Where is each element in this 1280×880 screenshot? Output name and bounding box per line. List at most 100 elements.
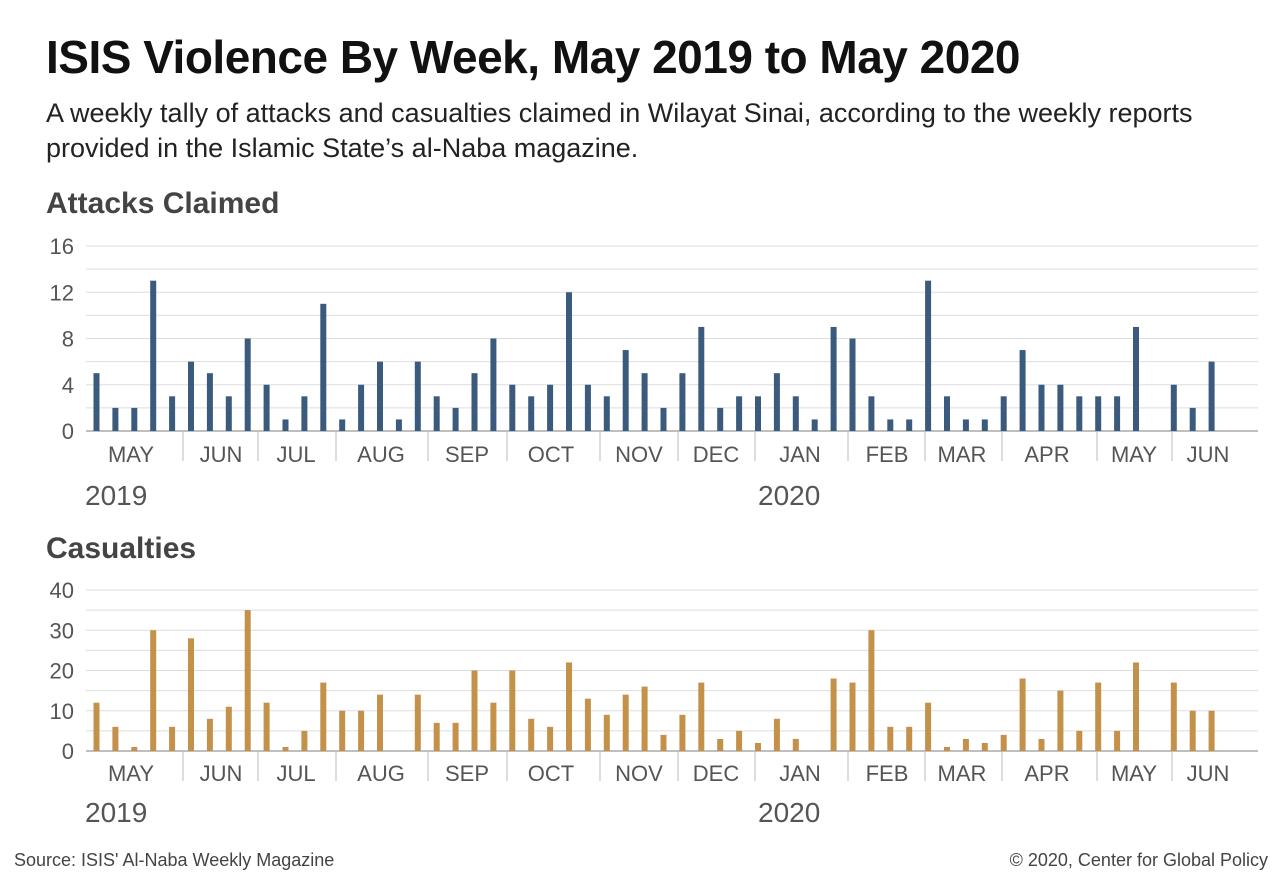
y-tick-label: 16	[50, 234, 74, 259]
y-tick-label: 10	[50, 699, 74, 724]
bar	[414, 694, 421, 751]
bar	[1019, 350, 1026, 431]
bar	[830, 326, 837, 431]
month-label: OCT	[528, 442, 574, 467]
bar	[1057, 690, 1064, 751]
bar	[1038, 384, 1045, 431]
month-label: NOV	[615, 761, 663, 786]
bar	[471, 670, 478, 751]
bar	[244, 338, 251, 431]
bar	[225, 396, 232, 431]
month-label: JUN	[200, 442, 243, 467]
bar	[150, 630, 157, 751]
bar	[622, 350, 629, 431]
bar	[584, 698, 591, 751]
bar	[603, 714, 610, 751]
bar	[169, 726, 176, 751]
bar	[887, 419, 894, 431]
bar	[981, 742, 988, 751]
bar	[1000, 396, 1007, 431]
bar	[490, 702, 497, 751]
y-tick-label: 4	[62, 373, 74, 398]
bar	[263, 702, 270, 751]
bar	[244, 610, 251, 751]
bar	[188, 361, 194, 431]
bar	[811, 419, 818, 431]
bar	[358, 710, 365, 751]
month-label: MAY	[1111, 761, 1157, 786]
bar	[263, 384, 270, 431]
bar	[830, 678, 837, 751]
bar	[868, 396, 875, 431]
month-label: OCT	[528, 761, 574, 786]
bar	[433, 396, 440, 431]
bar	[509, 670, 516, 751]
casualties-chart-title: Casualties	[46, 532, 197, 565]
bar	[547, 384, 554, 431]
bar	[528, 718, 535, 751]
bar	[622, 694, 629, 751]
bar	[528, 396, 535, 431]
bar	[301, 396, 308, 431]
page-title: ISIS Violence By Week, May 2019 to May 2…	[46, 31, 1021, 83]
bar	[962, 419, 969, 431]
bar	[1170, 682, 1177, 751]
month-label: APR	[1024, 442, 1069, 467]
source-note: Source: ISIS' Al-Naba Weekly Magazine	[14, 850, 335, 870]
bar	[1019, 678, 1026, 751]
bar	[471, 373, 478, 431]
bar	[112, 726, 119, 751]
bar	[603, 396, 610, 431]
bar	[1114, 730, 1121, 751]
bar	[1208, 710, 1215, 751]
bar	[452, 407, 459, 431]
bar	[282, 419, 289, 431]
bar	[320, 682, 327, 751]
month-label: FEB	[866, 442, 909, 467]
bar	[868, 630, 875, 751]
bar	[1057, 384, 1064, 431]
bar	[169, 396, 176, 431]
bar	[887, 726, 894, 751]
bar	[755, 396, 761, 431]
bar	[131, 746, 138, 751]
bar	[301, 730, 308, 751]
bar	[433, 722, 440, 751]
bar	[679, 714, 686, 751]
bar	[792, 738, 799, 751]
bar	[1114, 396, 1121, 431]
month-label: JUL	[276, 761, 315, 786]
bar	[944, 396, 950, 431]
bar	[395, 419, 402, 431]
y-tick-label: 20	[50, 659, 74, 684]
bar	[566, 662, 572, 751]
month-label: MAR	[938, 761, 987, 786]
bar	[282, 746, 289, 751]
month-label: DEC	[693, 761, 740, 786]
bar	[660, 734, 667, 751]
attacks-chart-title: Attacks Claimed	[46, 187, 280, 220]
bar	[490, 338, 497, 431]
bar	[452, 722, 459, 751]
bar	[736, 730, 743, 751]
bar	[962, 738, 969, 751]
bar	[1095, 396, 1102, 431]
bar	[225, 706, 232, 751]
year-label: 2019	[85, 797, 147, 828]
month-label: JUN	[1187, 442, 1230, 467]
bar	[206, 373, 213, 431]
bar	[944, 746, 950, 751]
month-label: JUN	[200, 761, 243, 786]
month-label: APR	[1024, 761, 1069, 786]
bar	[755, 742, 761, 751]
bar	[1000, 734, 1007, 751]
year-label: 2020	[758, 797, 820, 828]
bar	[925, 280, 932, 431]
y-tick-label: 30	[50, 618, 74, 643]
attacks-chart: 0 4 8 12 16 MAY JUN JUL AUG SEP OCT NOV DEC JAN FEB MAR…	[50, 234, 1258, 511]
month-label: JAN	[779, 761, 821, 786]
y-tick-label: 12	[50, 280, 74, 305]
month-label: FEB	[866, 761, 909, 786]
bar	[717, 738, 724, 751]
bar	[1189, 407, 1196, 431]
